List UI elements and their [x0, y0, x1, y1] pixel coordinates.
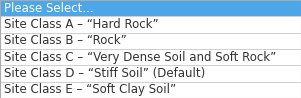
Bar — [0, 82, 301, 98]
Text: Site Class B – “Rock”: Site Class B – “Rock” — [4, 34, 126, 47]
Text: Site Class E – “Soft Clay Soil”: Site Class E – “Soft Clay Soil” — [4, 83, 176, 96]
Text: Site Class D – “Stiff Soil” (Default): Site Class D – “Stiff Soil” (Default) — [4, 67, 205, 80]
Text: Site Class A – “Hard Rock”: Site Class A – “Hard Rock” — [4, 18, 158, 31]
Bar — [0, 0, 301, 16]
Bar — [0, 65, 301, 82]
Bar — [0, 33, 301, 49]
Bar — [0, 49, 301, 65]
Bar — [0, 16, 301, 33]
Text: Please Select...: Please Select... — [4, 2, 93, 15]
Text: Site Class C – “Very Dense Soil and Soft Rock”: Site Class C – “Very Dense Soil and Soft… — [4, 51, 276, 64]
